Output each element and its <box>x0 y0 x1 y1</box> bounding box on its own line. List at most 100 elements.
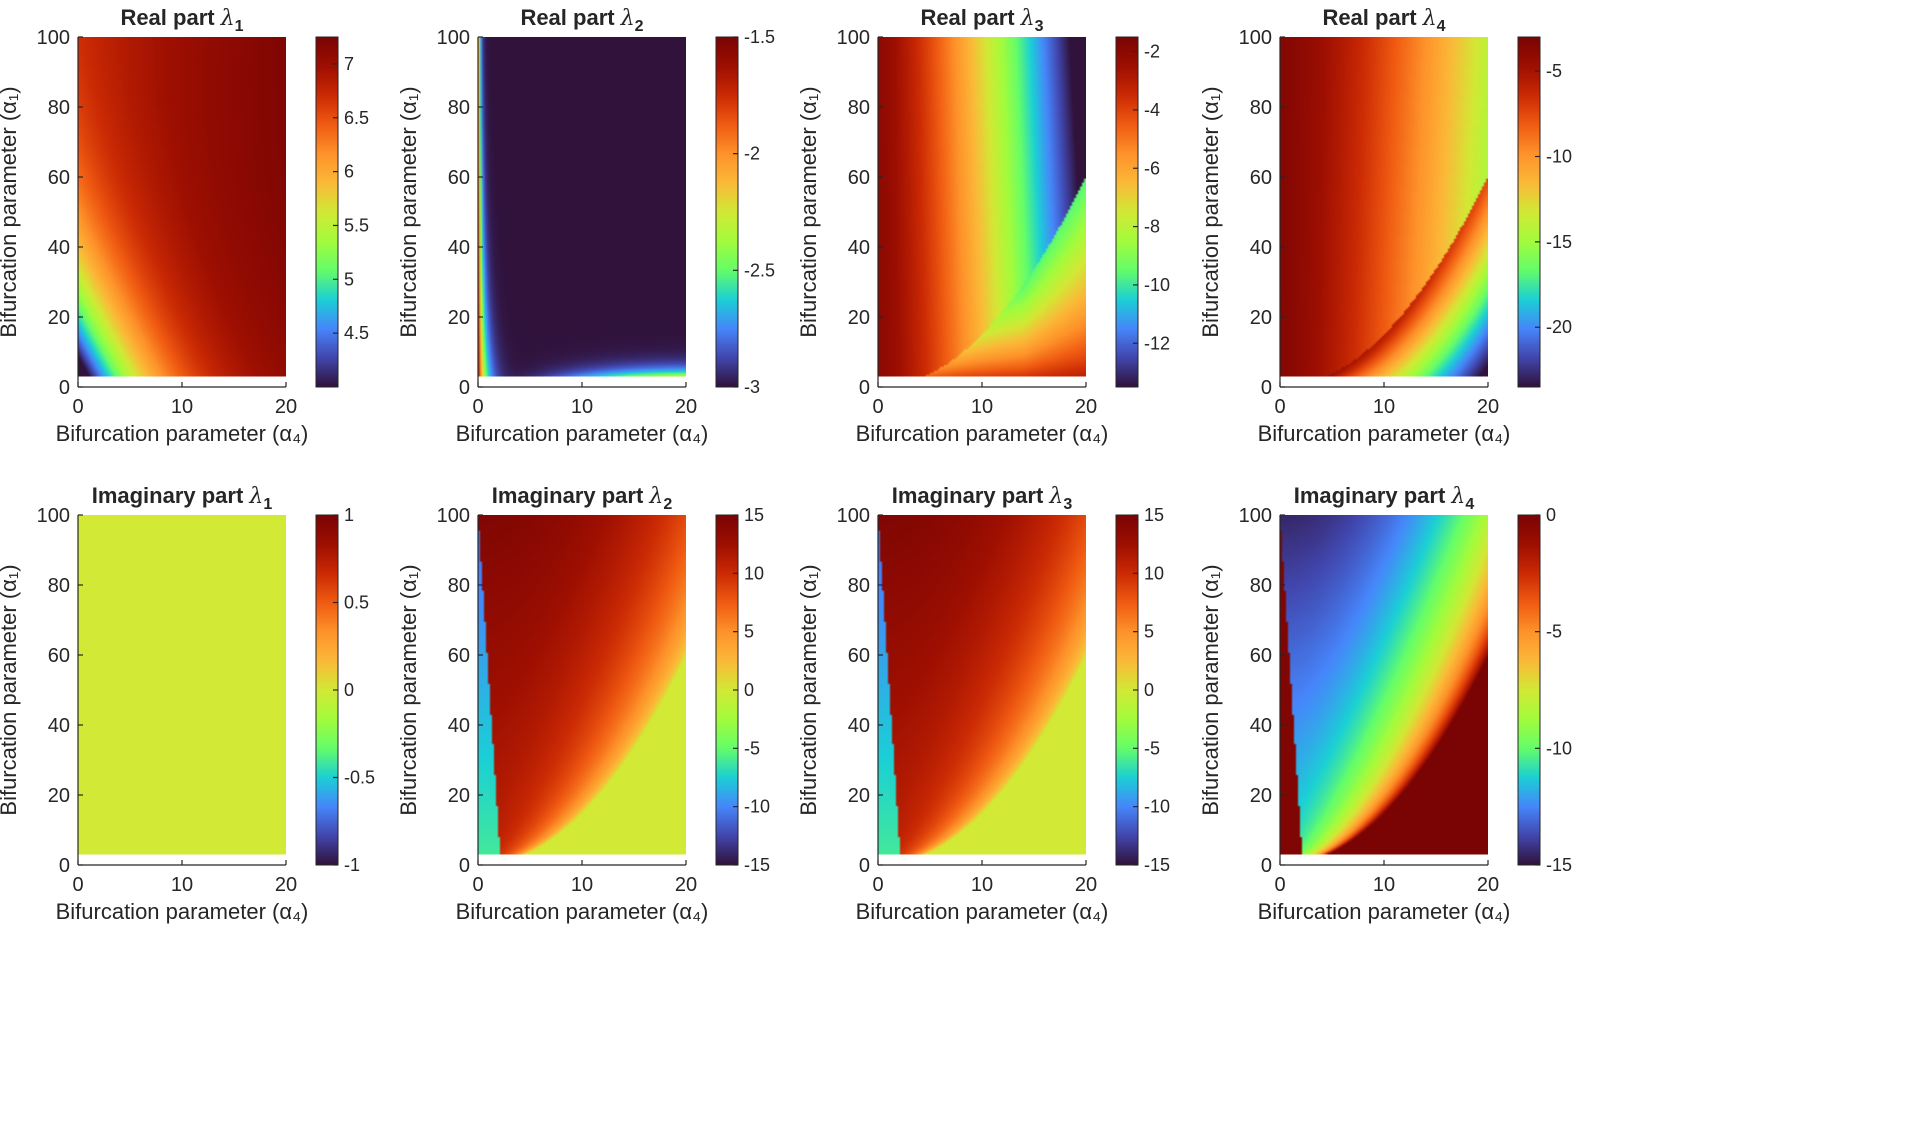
x-tick-label: 10 <box>171 396 193 418</box>
y-tick-label: 100 <box>1239 27 1272 49</box>
y-tick-label: 60 <box>1250 645 1272 667</box>
colorbar-tick-label: 10 <box>744 563 764 583</box>
colorbar-frame <box>1517 514 1541 866</box>
panel-im4: Imaginary part λ4 0 20 40 60 80 100 0 10 20 Bifurc… <box>1198 483 1572 924</box>
y-tick-label: 40 <box>448 237 470 259</box>
panel-re2: Real part λ2 0 20 40 60 80 100 0 10 20 Bifurcation… <box>396 5 775 446</box>
y-tick-label: 20 <box>1250 785 1272 807</box>
colorbar <box>1116 37 1138 387</box>
x-axis-label: Bifurcation parameter (α₄) <box>56 899 309 924</box>
x-tick-label: 10 <box>571 874 593 896</box>
colorbar-tick-label: -10 <box>1546 738 1572 758</box>
y-tick-label: 80 <box>1250 97 1272 119</box>
colorbar-tick-label: -1.5 <box>744 27 775 47</box>
x-tick-label: 10 <box>171 874 193 896</box>
y-tick-label: 60 <box>848 645 870 667</box>
colorbar-tick-label: -10 <box>1546 147 1572 167</box>
y-tick-label: 0 <box>59 855 70 877</box>
colorbar-tick-label: 5 <box>744 622 754 642</box>
y-tick-label: 40 <box>848 715 870 737</box>
panel-title: Real part λ3 <box>920 5 1043 35</box>
y-tick-label: 60 <box>848 167 870 189</box>
colorbar-tick-label: -5 <box>744 738 760 758</box>
x-axis-label: Bifurcation parameter (α₄) <box>1258 899 1511 924</box>
colorbar <box>716 515 738 865</box>
y-tick-label: 0 <box>59 377 70 399</box>
x-tick-label: 0 <box>872 874 883 896</box>
y-tick-label: 80 <box>1250 575 1272 597</box>
y-tick-label: 0 <box>1261 855 1272 877</box>
colorbar <box>316 37 338 387</box>
y-tick-label: 0 <box>859 855 870 877</box>
y-axis-label: Bifurcation parameter (α₁) <box>396 86 421 337</box>
y-tick-label: 100 <box>837 505 870 527</box>
y-tick-label: 100 <box>837 27 870 49</box>
y-tick-label: 100 <box>437 27 470 49</box>
x-tick-label: 20 <box>675 874 697 896</box>
colorbar <box>1518 37 1540 387</box>
x-tick-label: 10 <box>971 396 993 418</box>
heatmap-surface <box>478 37 686 377</box>
y-tick-label: 20 <box>48 785 70 807</box>
heatmap-surface <box>1280 37 1488 377</box>
y-axis-label: Bifurcation parameter (α₁) <box>1198 564 1223 815</box>
colorbar-tick-label: -4 <box>1144 100 1160 120</box>
y-tick-label: 80 <box>48 575 70 597</box>
heatmap-surface <box>878 37 1086 377</box>
y-tick-label: 40 <box>48 715 70 737</box>
y-tick-label: 20 <box>48 307 70 329</box>
x-axis-label: Bifurcation parameter (α₄) <box>56 421 309 446</box>
colorbar <box>316 515 338 865</box>
y-tick-label: 0 <box>1261 377 1272 399</box>
y-tick-label: 100 <box>37 505 70 527</box>
x-tick-label: 0 <box>472 874 483 896</box>
panel-title: Real part λ1 <box>120 5 243 35</box>
y-axis-label: Bifurcation parameter (α₁) <box>1198 86 1223 337</box>
y-tick-label: 20 <box>448 307 470 329</box>
panel-title: Imaginary part λ1 <box>92 483 273 513</box>
colorbar-tick-label: -8 <box>1144 217 1160 237</box>
y-tick-label: 80 <box>448 575 470 597</box>
y-tick-label: 80 <box>48 97 70 119</box>
colorbar-tick-label: 5 <box>344 269 354 289</box>
colorbar-tick-label: 7 <box>344 54 354 74</box>
x-tick-label: 20 <box>1075 396 1097 418</box>
y-axis-label: Bifurcation parameter (α₁) <box>796 564 821 815</box>
heatmap-surface <box>478 515 686 855</box>
panel-title: Real part λ2 <box>520 5 643 35</box>
y-tick-label: 0 <box>459 377 470 399</box>
colorbar-tick-label: -2 <box>1144 42 1160 62</box>
y-tick-label: 0 <box>859 377 870 399</box>
y-tick-label: 40 <box>848 237 870 259</box>
colorbar-tick-label: -10 <box>1144 275 1170 295</box>
colorbar <box>716 37 738 387</box>
panel-title: Imaginary part λ2 <box>492 483 673 513</box>
colorbar-tick-label: -20 <box>1546 317 1572 337</box>
x-tick-label: 10 <box>571 396 593 418</box>
x-axis-label: Bifurcation parameter (α₄) <box>1258 421 1511 446</box>
x-tick-label: 0 <box>72 874 83 896</box>
x-tick-label: 10 <box>1373 396 1395 418</box>
panel-title: Imaginary part λ3 <box>892 483 1073 513</box>
x-tick-label: 0 <box>72 396 83 418</box>
x-tick-label: 20 <box>1477 874 1499 896</box>
colorbar <box>1116 515 1138 865</box>
y-tick-label: 60 <box>48 645 70 667</box>
colorbar-frame <box>315 36 339 388</box>
panel-title: Imaginary part λ4 <box>1294 483 1475 513</box>
colorbar-tick-label: -10 <box>744 797 770 817</box>
y-tick-label: 80 <box>848 575 870 597</box>
colorbar-tick-label: -0.5 <box>344 768 375 788</box>
y-tick-label: 100 <box>437 505 470 527</box>
colorbar-tick-label: -15 <box>744 855 770 875</box>
colorbar-tick-label: -2 <box>744 144 760 164</box>
x-tick-label: 20 <box>1477 396 1499 418</box>
heatmap-surface <box>78 515 286 855</box>
colorbar-tick-label: -6 <box>1144 158 1160 178</box>
colorbar <box>1518 515 1540 865</box>
y-tick-label: 0 <box>459 855 470 877</box>
y-axis-label: Bifurcation parameter (α₁) <box>796 86 821 337</box>
x-tick-label: 20 <box>275 874 297 896</box>
panel-re3: Real part λ3 0 20 40 60 80 100 0 10 20 Bifurcation… <box>796 5 1170 446</box>
